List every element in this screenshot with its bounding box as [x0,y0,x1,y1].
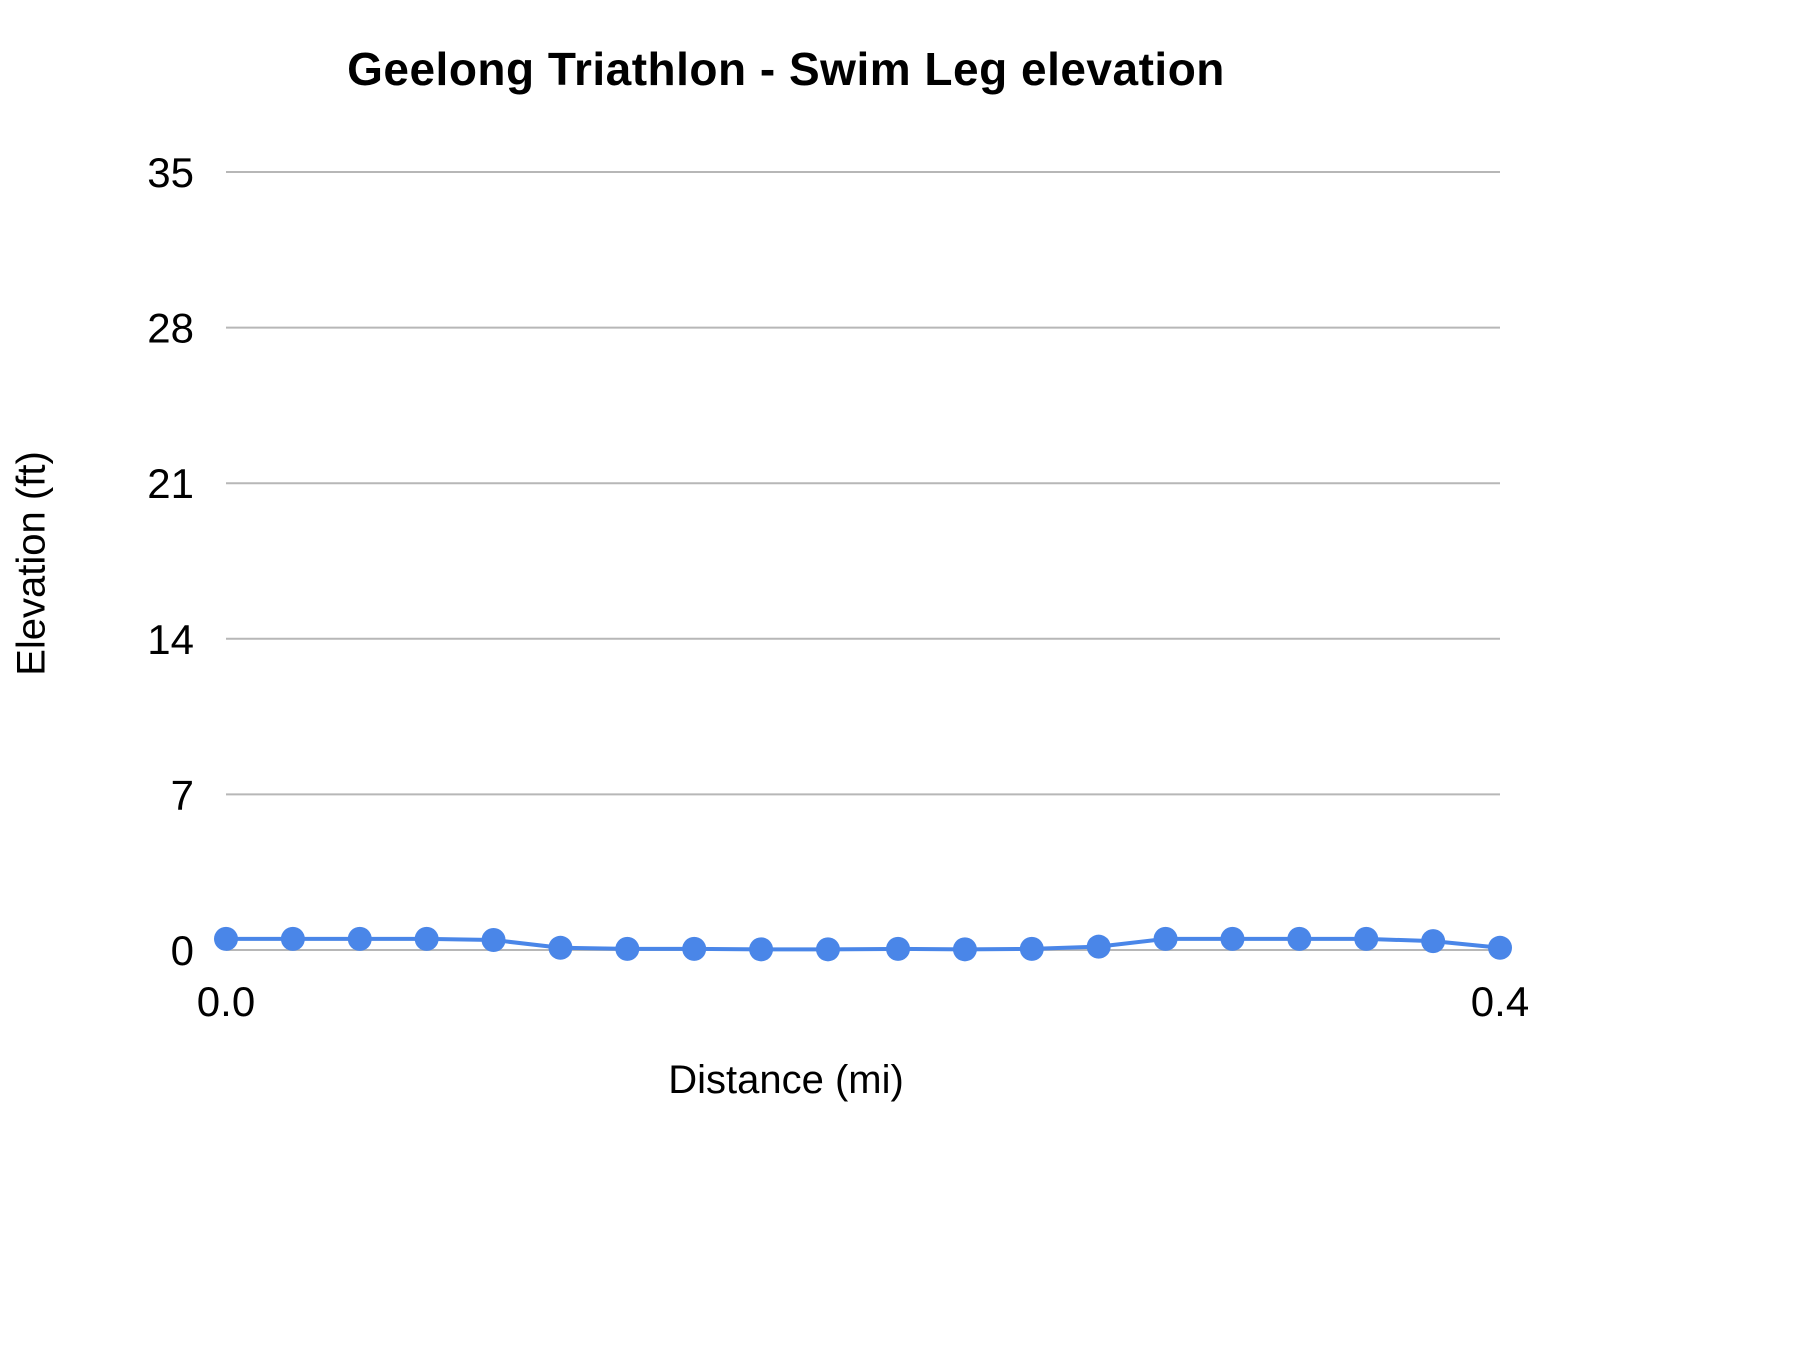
data-point [615,936,640,961]
y-tick-label: 0 [171,927,194,974]
x-tick-label: 0.0 [197,978,255,1025]
data-point [886,936,911,961]
y-tick-label: 14 [147,616,194,663]
y-tick-label: 7 [171,771,194,818]
data-point [548,935,573,960]
data-point [1287,926,1312,951]
y-tick-label: 28 [147,305,194,352]
data-point [1019,936,1044,961]
data-point [1421,929,1446,954]
chart-title: Geelong Triathlon - Swim Leg elevation [347,43,1225,95]
data-point [1354,926,1379,951]
data-point [1220,926,1245,951]
y-tick-label: 21 [147,460,194,507]
data-point [1488,935,1512,960]
data-point [1153,926,1178,951]
data-point [214,926,238,951]
data-point [952,937,977,962]
data-point [414,926,439,951]
data-point [481,927,506,952]
x-tick-label: 0.4 [1471,978,1529,1025]
data-point [749,937,774,962]
data-point [682,936,707,961]
data-point [815,937,840,962]
data-point [347,926,372,951]
x-axis-label: Distance (mi) [668,1058,904,1102]
data-point [280,926,305,951]
y-tick-label: 35 [147,149,194,196]
data-point [1086,934,1111,959]
